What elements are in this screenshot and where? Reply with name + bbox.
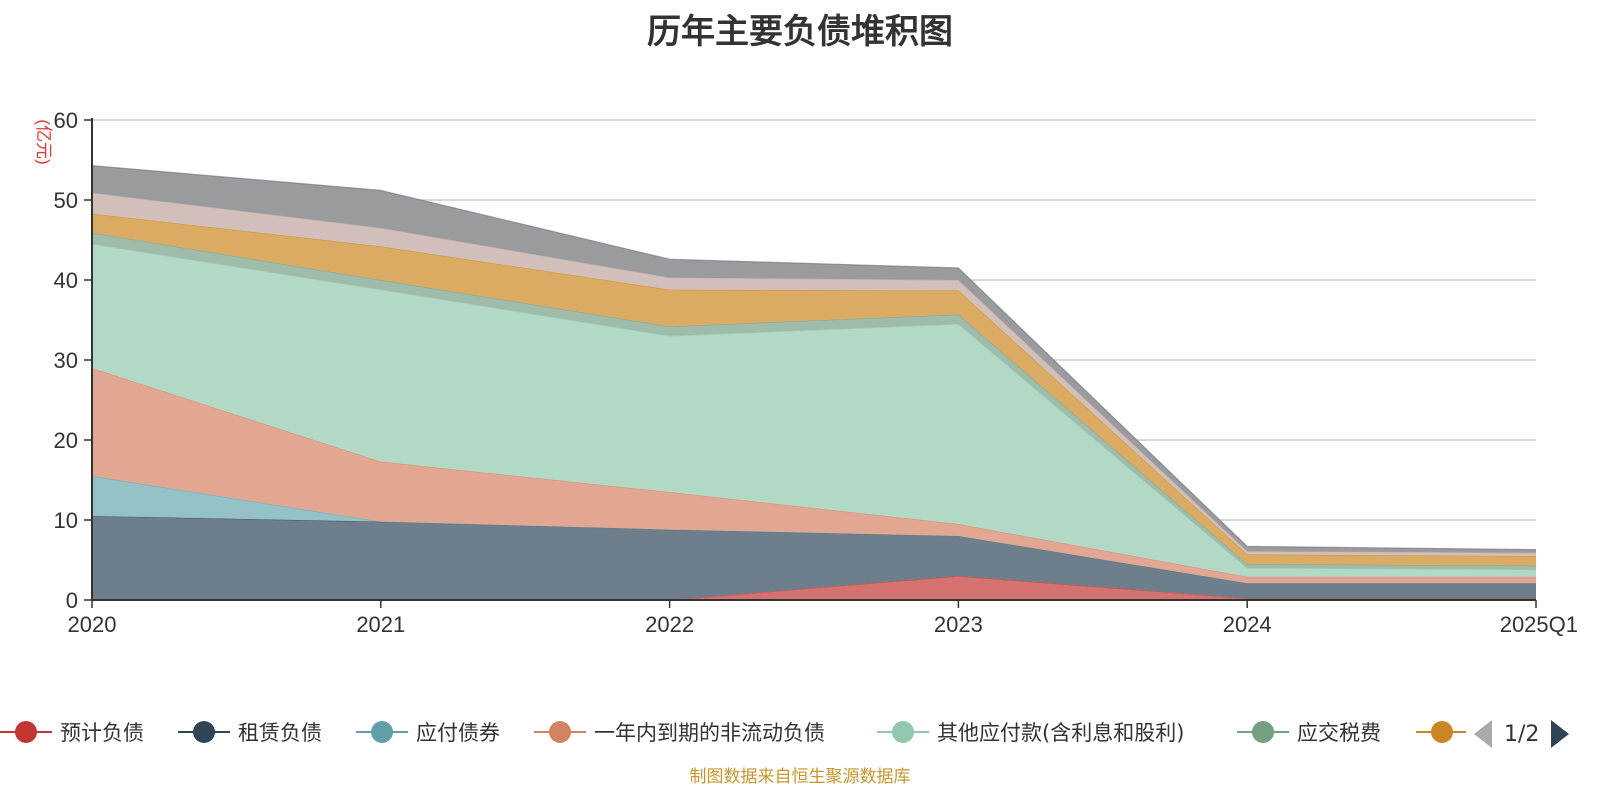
legend-next-page-icon[interactable] (1551, 720, 1570, 748)
y-tick-label: 40 (54, 268, 78, 293)
series-line-8 (91, 165, 1537, 551)
y-tick-label: 0 (66, 588, 78, 613)
legend-item[interactable]: 租赁负债 (178, 712, 322, 752)
legend-item[interactable]: 一年内到期的非流动负债 (534, 712, 825, 752)
area-series-8 (92, 165, 1536, 553)
y-tick-label: 50 (54, 188, 78, 213)
x-tick-label: 2022 (645, 612, 694, 637)
y-tick-label: 30 (54, 348, 78, 373)
x-tick-label: 2021 (356, 612, 405, 637)
legend-item[interactable]: 应付债券 (356, 712, 500, 752)
area-series-1 (92, 516, 1536, 600)
area-series-5 (92, 232, 1536, 570)
legend-prev-page-icon[interactable] (1474, 720, 1492, 748)
area-series-7 (92, 192, 1536, 557)
legend-label: 应交税费 (1297, 721, 1381, 745)
legend-page-indicator: 1/2 (1504, 721, 1540, 747)
y-tick-label: 60 (54, 108, 78, 133)
y-tick-label: 20 (54, 428, 78, 453)
y-tick-label: 10 (54, 508, 78, 533)
area-layer (91, 165, 1537, 601)
legend-marker-icon (0, 720, 52, 744)
legend-marker-icon (877, 720, 929, 744)
legend-pager: 1/2 (1470, 712, 1600, 756)
legend-label: 其他应付款(含利息和股利) (937, 721, 1185, 745)
x-tick-label: 2025Q1 (1500, 612, 1578, 637)
legend-marker-icon (1237, 720, 1289, 744)
legend-marker-icon (178, 720, 230, 744)
area-series-3 (92, 368, 1536, 584)
legend-item[interactable]: 合同负债 (1416, 712, 1466, 752)
legend-item[interactable]: 预计负债 (0, 712, 144, 752)
x-tick-label: 2023 (934, 612, 983, 637)
area-series-4 (92, 244, 1536, 577)
legend-marker-icon (1416, 720, 1466, 744)
legend-marker-icon (356, 720, 408, 744)
x-tick-label: 2024 (1223, 612, 1272, 637)
area-series-6 (92, 213, 1536, 566)
legend-item[interactable]: 应交税费 (1237, 712, 1381, 752)
legend-items-viewport: 预计负债 租赁负债 应付债券 一年内到期的非流动负债 其他应付款(含利息和股利) 应交税费… (0, 712, 1466, 756)
legend-marker-icon (534, 720, 586, 744)
legend-label: 应付债券 (416, 721, 500, 745)
axes: 0 10 20 30 40 50 60 2020 2021 2022 2023 2024 2025Q1 (54, 108, 1578, 637)
legend-label: 租赁负债 (238, 721, 322, 745)
source-note: 制图数据来自恒生聚源数据库 (689, 767, 911, 787)
legend: 预计负债 租赁负债 应付债券 一年内到期的非流动负债 其他应付款(含利息和股利) 应交税费… (0, 712, 1600, 756)
legend-label: 预计负债 (60, 721, 144, 745)
legend-item[interactable]: 其他应付款(含利息和股利) (877, 712, 1184, 752)
y-axis-unit-label: (亿元) (34, 119, 53, 164)
x-tick-label: 2020 (68, 612, 117, 637)
legend-label: 一年内到期的非流动负债 (594, 721, 825, 745)
chart-title: 历年主要负债堆积图 (647, 12, 953, 52)
